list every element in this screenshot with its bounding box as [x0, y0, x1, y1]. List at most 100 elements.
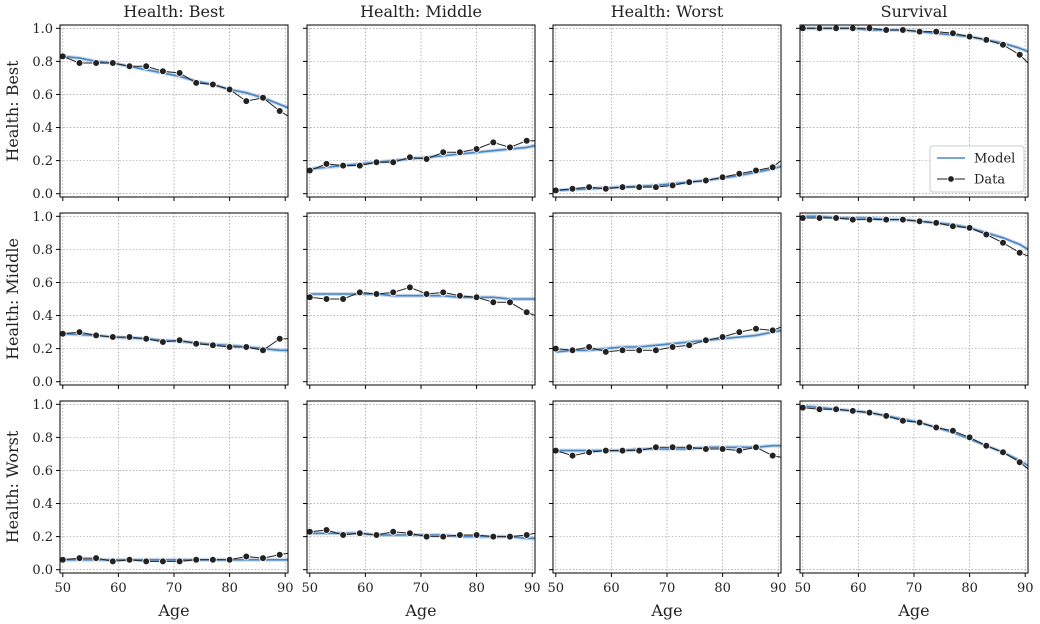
x-tick-label: 80 — [221, 581, 238, 596]
row-label: Health: Best — [3, 60, 22, 162]
data-point — [982, 230, 991, 239]
data-point — [882, 215, 890, 224]
data-point — [242, 552, 251, 561]
data-point — [735, 170, 744, 178]
panel-r3-c4: 50 60 70 80 90 Age — [795, 400, 1034, 620]
data-point — [652, 183, 660, 191]
data-line — [802, 407, 1028, 470]
data-point — [92, 554, 100, 562]
y-tick-label: 0.8 — [32, 243, 53, 258]
data-point — [949, 426, 957, 435]
data-point — [752, 166, 760, 175]
data-point — [965, 433, 974, 442]
data-point — [882, 26, 890, 34]
row-label: Health: Worst — [3, 430, 22, 543]
data-point — [553, 186, 560, 195]
data-point — [355, 161, 364, 170]
data-point — [735, 446, 744, 455]
data-point — [142, 62, 151, 71]
y-tick-label: 0.2 — [32, 154, 53, 169]
data-point — [932, 27, 940, 36]
data-point — [585, 183, 593, 191]
data-point — [999, 448, 1007, 457]
x-tick-label: 60 — [110, 581, 127, 596]
y-tick-label: 0.6 — [32, 464, 53, 479]
data-point — [60, 52, 67, 61]
panel-plot-area — [553, 324, 781, 356]
data-point — [209, 341, 217, 350]
data-point — [125, 555, 134, 564]
data-point — [456, 291, 464, 300]
data-point — [209, 80, 217, 89]
data-point — [585, 448, 593, 457]
y-tick-label: 0.4 — [32, 497, 53, 512]
x-tick-label: 50 — [795, 581, 812, 596]
data-point — [652, 346, 660, 355]
data-point — [915, 418, 924, 427]
data-point — [406, 153, 414, 162]
row-label: Health: Middle — [3, 238, 22, 360]
panel-plot-area — [307, 137, 535, 175]
data-point — [92, 59, 100, 67]
y-tick-label: 0.2 — [32, 530, 53, 545]
model-line — [802, 405, 1028, 467]
data-point — [275, 107, 284, 115]
panel-grid: 0.0 0.2 0.4 0.6 0.8 1.0 Health: Best Health: Mi… — [3, 2, 1033, 620]
x-tick-label: 70 — [906, 581, 923, 596]
data-point — [439, 148, 448, 157]
panel-r1-c2: Health: Middle — [303, 2, 536, 201]
data-point — [472, 145, 481, 153]
data-point — [422, 155, 431, 163]
data-point — [702, 176, 710, 185]
data-point — [439, 532, 448, 541]
panel-plot-area — [800, 214, 1028, 257]
y-tick-label: 0.4 — [32, 309, 53, 324]
panel-plot-area — [307, 526, 535, 541]
data-point — [618, 346, 627, 355]
data-point — [601, 446, 610, 455]
data-point — [159, 557, 167, 566]
data-point — [422, 532, 431, 541]
y-tick-label: 0.6 — [32, 276, 53, 291]
data-point — [192, 79, 201, 87]
data-point — [865, 215, 874, 224]
data-point — [752, 443, 760, 452]
x-tick-label: 80 — [714, 581, 731, 596]
data-point — [389, 158, 398, 167]
data-point — [259, 554, 267, 562]
data-point — [1015, 458, 1024, 467]
data-point — [568, 451, 577, 460]
data-point — [965, 32, 974, 41]
x-axis-label: Age — [404, 601, 436, 620]
panel-r3-c2: 50 60 70 80 90 Age — [302, 400, 540, 620]
data-point — [735, 328, 744, 336]
x-tick-label: 90 — [770, 581, 787, 596]
data-point — [618, 183, 627, 191]
data-point — [768, 326, 777, 335]
data-point — [406, 283, 414, 292]
panel-plot-area — [307, 283, 535, 317]
data-point — [815, 214, 824, 222]
panel-r3-c1: 50 60 70 80 90 0.0 0.2 0.4 0.6 0.8 1.0 Age — [32, 398, 293, 620]
x-tick-label: 90 — [1017, 581, 1034, 596]
data-point — [800, 403, 807, 412]
data-point — [125, 62, 134, 71]
panel-r1-c4: Survival — [796, 2, 1029, 201]
data-point — [109, 333, 117, 341]
panel-r3-c3: 50 60 70 80 90 Age — [548, 400, 787, 620]
data-point — [915, 27, 924, 36]
data-point — [355, 288, 364, 297]
data-point — [372, 290, 381, 298]
data-point — [489, 138, 498, 147]
data-point — [439, 288, 448, 297]
data-point — [685, 178, 693, 186]
data-point — [389, 288, 398, 297]
data-point — [585, 343, 593, 351]
data-point — [635, 446, 643, 455]
data-point — [553, 344, 560, 353]
data-point — [768, 163, 777, 172]
data-point — [865, 25, 874, 33]
data-point — [601, 348, 610, 356]
panel-plot-area — [553, 160, 781, 195]
data-point — [999, 239, 1007, 247]
